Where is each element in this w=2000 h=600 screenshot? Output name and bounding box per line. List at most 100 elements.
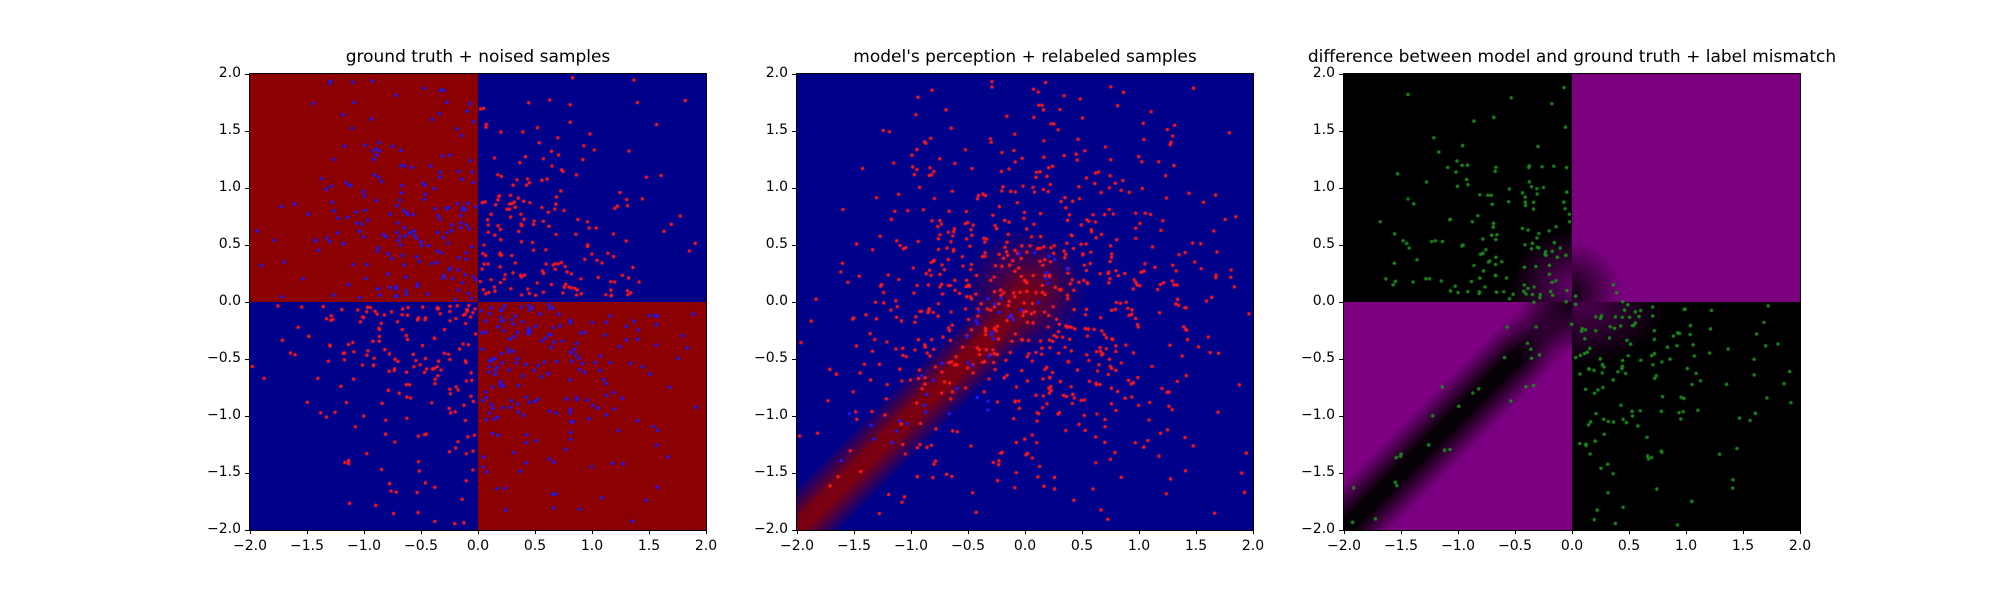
y-tick-mark bbox=[1339, 244, 1343, 246]
subplot-model-perception: model's perception + relabeled samples −… bbox=[754, 47, 1264, 554]
x-tick-mark bbox=[534, 530, 536, 534]
x-tick-mark bbox=[1024, 530, 1026, 534]
x-tick-mark bbox=[1628, 530, 1630, 534]
y-tick-mark bbox=[792, 301, 796, 303]
ground-truth-axes bbox=[249, 73, 707, 531]
quadrant-top-right bbox=[1572, 74, 1800, 302]
x-tick-mark bbox=[648, 530, 650, 534]
y-tick-label: −1.5 bbox=[207, 464, 241, 480]
x-tick-label: 2.0 bbox=[1241, 538, 1265, 554]
y-tick-mark bbox=[792, 529, 796, 531]
y-tick-label: −0.5 bbox=[1301, 350, 1335, 366]
y-tick-label: −2.0 bbox=[1301, 521, 1335, 537]
x-tick-label: −1.5 bbox=[837, 538, 871, 554]
subplot-title: ground truth + noised samples bbox=[345, 47, 611, 67]
y-tick-mark bbox=[792, 415, 796, 417]
x-tick-mark bbox=[363, 530, 365, 534]
x-tick-label: −2.0 bbox=[780, 538, 814, 554]
x-tick-label: −1.0 bbox=[1441, 538, 1475, 554]
y-tick-label: 1.5 bbox=[1312, 122, 1335, 138]
x-tick-label: 0.0 bbox=[1560, 538, 1584, 554]
y-tick-label: 2.0 bbox=[765, 65, 788, 81]
y-tick-label: −0.5 bbox=[754, 350, 788, 366]
y-tick-label: −2.0 bbox=[207, 521, 241, 537]
x-tick-label: −1.0 bbox=[894, 538, 928, 554]
y-tick-label: 0.0 bbox=[765, 293, 788, 309]
x-tick-label: 0.5 bbox=[1070, 538, 1094, 554]
y-tick-label: 1.0 bbox=[765, 179, 788, 195]
y-tick-label: 0.5 bbox=[1312, 236, 1335, 252]
x-tick-label: 0.5 bbox=[1617, 538, 1641, 554]
x-tick-label: −0.5 bbox=[404, 538, 438, 554]
x-tick-mark bbox=[420, 530, 422, 534]
y-tick-mark bbox=[1339, 358, 1343, 360]
x-tick-label: −1.5 bbox=[1384, 538, 1418, 554]
y-tick-mark bbox=[1339, 187, 1343, 189]
y-tick-mark bbox=[1339, 73, 1343, 75]
y-tick-mark bbox=[1339, 529, 1343, 531]
x-tick-label: 0.0 bbox=[466, 538, 490, 554]
y-tick-mark bbox=[245, 244, 249, 246]
x-tick-mark bbox=[591, 530, 593, 534]
quadrant-bottom-right bbox=[478, 302, 706, 530]
x-tick-label: −0.5 bbox=[1498, 538, 1532, 554]
y-tick-label: 1.5 bbox=[765, 122, 788, 138]
y-tick-label: 0.5 bbox=[765, 236, 788, 252]
y-tick-label: 0.0 bbox=[218, 293, 241, 309]
model-center-blob bbox=[953, 218, 1097, 363]
subplot-ground-truth: ground truth + noised samples −2.0 −1.5 −1… bbox=[207, 47, 717, 554]
y-tick-label: 0.5 bbox=[218, 236, 241, 252]
y-tick-mark bbox=[792, 73, 796, 75]
x-tick-label: 0.0 bbox=[1013, 538, 1037, 554]
y-tick-mark bbox=[792, 472, 796, 474]
x-tick-label: −2.0 bbox=[233, 538, 267, 554]
y-tick-mark bbox=[245, 187, 249, 189]
x-tick-label: 1.0 bbox=[1127, 538, 1151, 554]
x-tick-mark bbox=[1138, 530, 1140, 534]
y-tick-label: 0.0 bbox=[1312, 293, 1335, 309]
quadrant-top-right bbox=[478, 74, 706, 302]
x-tick-mark bbox=[1457, 530, 1459, 534]
y-tick-mark bbox=[792, 244, 796, 246]
difference-axes bbox=[1343, 73, 1801, 531]
x-tick-mark bbox=[910, 530, 912, 534]
y-tick-label: −0.5 bbox=[207, 350, 241, 366]
quadrant-bottom-left bbox=[250, 302, 478, 530]
model-perception-axes bbox=[796, 73, 1254, 531]
quadrant-top-left bbox=[1344, 74, 1572, 302]
x-tick-label: 1.0 bbox=[580, 538, 604, 554]
y-tick-mark bbox=[1339, 415, 1343, 417]
y-tick-label: −1.0 bbox=[207, 407, 241, 423]
x-tick-label: 0.5 bbox=[523, 538, 547, 554]
x-tick-mark bbox=[1571, 530, 1573, 534]
y-tick-mark bbox=[245, 301, 249, 303]
x-tick-mark bbox=[1400, 530, 1402, 534]
quadrant-top-left bbox=[250, 74, 478, 302]
x-tick-mark bbox=[796, 530, 798, 534]
y-tick-label: −1.5 bbox=[1301, 464, 1335, 480]
y-tick-mark bbox=[792, 187, 796, 189]
x-tick-label: 2.0 bbox=[1788, 538, 1812, 554]
x-tick-label: 2.0 bbox=[694, 538, 718, 554]
y-tick-mark bbox=[1339, 130, 1343, 132]
y-tick-label: −1.0 bbox=[754, 407, 788, 423]
subplot-difference: difference between model and ground trut… bbox=[1301, 47, 1836, 554]
y-tick-mark bbox=[1339, 301, 1343, 303]
y-tick-label: −1.5 bbox=[754, 464, 788, 480]
x-tick-mark bbox=[1742, 530, 1744, 534]
y-tick-mark bbox=[245, 358, 249, 360]
x-tick-mark bbox=[1685, 530, 1687, 534]
y-tick-mark bbox=[245, 472, 249, 474]
x-tick-mark bbox=[1195, 530, 1197, 534]
x-tick-mark bbox=[967, 530, 969, 534]
x-tick-mark bbox=[853, 530, 855, 534]
y-tick-mark bbox=[245, 73, 249, 75]
x-tick-label: 1.0 bbox=[1674, 538, 1698, 554]
x-tick-label: 1.5 bbox=[1184, 538, 1208, 554]
x-tick-mark bbox=[477, 530, 479, 534]
y-tick-mark bbox=[245, 415, 249, 417]
y-tick-mark bbox=[792, 130, 796, 132]
subplot-title: model's perception + relabeled samples bbox=[853, 47, 1197, 67]
y-tick-mark bbox=[245, 529, 249, 531]
